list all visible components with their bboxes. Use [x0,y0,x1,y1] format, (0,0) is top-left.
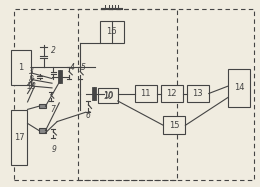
FancyBboxPatch shape [11,50,31,85]
Text: 10: 10 [103,92,113,101]
Text: 17: 17 [14,133,24,142]
Text: 7: 7 [50,105,55,114]
FancyBboxPatch shape [10,110,28,165]
Text: 5: 5 [81,63,86,72]
FancyBboxPatch shape [39,128,46,133]
FancyBboxPatch shape [187,85,209,102]
Text: 8: 8 [29,75,34,84]
FancyBboxPatch shape [100,21,124,43]
FancyBboxPatch shape [98,88,118,103]
Text: 6: 6 [86,111,91,119]
Text: 4: 4 [70,63,75,72]
Text: 14: 14 [234,83,244,92]
Text: 9: 9 [51,145,56,154]
Text: 2: 2 [51,46,56,55]
Text: 18: 18 [27,82,36,91]
Text: 16: 16 [107,27,117,36]
Text: 12: 12 [166,89,177,98]
Text: 13: 13 [192,89,203,98]
Text: 3: 3 [29,68,34,76]
Text: 1: 1 [18,63,23,72]
Text: 11: 11 [140,89,151,98]
Text: 10: 10 [103,91,113,100]
FancyBboxPatch shape [228,69,250,107]
FancyBboxPatch shape [161,85,183,102]
Text: 15: 15 [169,121,179,130]
FancyBboxPatch shape [135,85,157,102]
FancyBboxPatch shape [163,116,185,134]
FancyBboxPatch shape [39,104,46,108]
